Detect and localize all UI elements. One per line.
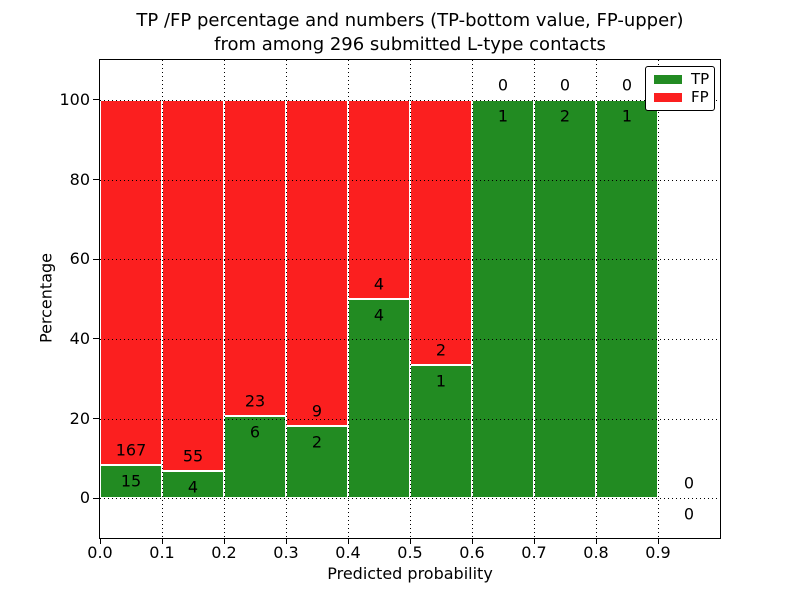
x-tick-label: 0.9 [645,543,671,562]
x-tick-label: 0.0 [87,543,113,562]
bar-segment-tp [596,99,658,499]
x-tick-label: 0.4 [335,543,361,562]
x-tick-mark [657,539,659,544]
bar-segment-tp [100,465,162,499]
gridline-vertical [410,60,411,538]
fp-count-label: 55 [182,446,204,466]
x-tick-mark [285,539,287,544]
legend-fp-label: FP [691,88,709,106]
fp-count-label: 0 [559,75,571,95]
y-tick-mark [93,99,99,101]
x-tick-label: 0.7 [521,543,547,562]
y-tick-mark [93,338,99,340]
y-tick-label: 100 [59,89,90,109]
tp-count-label: 4 [373,305,385,325]
tp-count-label: 2 [311,432,323,452]
bar-segment-fp [224,99,286,416]
legend-fp-swatch [654,93,682,102]
y-tick-label: 60 [69,249,90,269]
bar-segment-fp [162,99,224,472]
x-tick-mark [347,539,349,544]
x-tick-mark [595,539,597,544]
x-tick-label: 0.5 [397,543,423,562]
legend: TP FP [645,66,715,111]
fp-count-label: 2 [435,340,447,360]
chart-title-line2: from among 296 submitted L-type contacts [214,34,606,55]
fp-count-label: 167 [115,440,147,460]
chart-title: TP /FP percentage and numbers (TP-bottom… [10,9,800,57]
x-tick-mark [533,539,535,544]
fp-count-label: 9 [311,401,323,421]
fp-count-label: 0 [497,75,509,95]
fp-count-label: 0 [683,473,695,493]
plot-area: 167 15 55 4 23 6 9 2 4 4 2 1 0 1 0 2 0 1 0 0 [99,59,721,539]
y-tick-mark [93,418,99,419]
gridline-vertical [596,60,597,538]
gridline-vertical [658,60,659,538]
bar-segment-tp [472,99,534,499]
chart-title-line1: TP /FP percentage and numbers (TP-bottom… [136,10,684,31]
y-tick-label: 40 [69,328,90,348]
tp-count-label: 2 [559,106,571,126]
gridline-vertical [472,60,473,538]
x-tick-label: 0.3 [273,543,299,562]
gridline-vertical [348,60,349,538]
x-tick-mark [409,539,411,544]
tp-count-label: 1 [621,106,633,126]
x-tick-label: 0.2 [211,543,237,562]
tp-count-label: 6 [249,422,261,442]
x-tick-label: 0.6 [459,543,485,562]
tp-count-label: 4 [187,477,199,497]
legend-tp-label: TP [691,70,710,88]
x-tick-mark [471,539,473,544]
bar-segment-fp [348,99,410,299]
gridline-vertical [534,60,535,538]
bar-segment-tp [534,99,596,499]
x-axis-label: Predicted probability [327,564,493,583]
bar-segment-fp [100,99,162,466]
y-tick-label: 80 [69,169,90,189]
tp-count-label: 1 [497,106,509,126]
x-tick-label: 0.1 [149,543,175,562]
x-tick-mark [99,539,101,544]
x-tick-mark [161,539,163,544]
bar-segment-fp [286,99,348,426]
y-tick-label: 0 [79,488,90,508]
fp-count-label: 0 [621,75,633,95]
y-tick-mark [93,179,99,180]
legend-tp-swatch [654,75,682,84]
bar-segment-tp [162,471,224,499]
bar-segment-tp [348,299,410,499]
tp-count-label: 0 [683,504,695,524]
tp-count-label: 15 [120,471,142,491]
gridline-vertical [162,60,163,538]
bar-segment-tp [286,425,348,499]
y-tick-label: 20 [69,408,90,428]
fp-count-label: 23 [244,391,266,411]
legend-item-tp: TP [654,72,710,87]
legend-item-fp: FP [654,90,710,105]
y-tick-mark [93,497,99,499]
fp-count-label: 4 [373,274,385,294]
bar-segment-fp [410,99,472,366]
gridline-vertical [224,60,225,538]
gridline-vertical [286,60,287,538]
y-tick-mark [93,258,99,260]
x-tick-label: 0.8 [583,543,609,562]
x-tick-mark [223,539,225,544]
tp-count-label: 1 [435,371,447,391]
